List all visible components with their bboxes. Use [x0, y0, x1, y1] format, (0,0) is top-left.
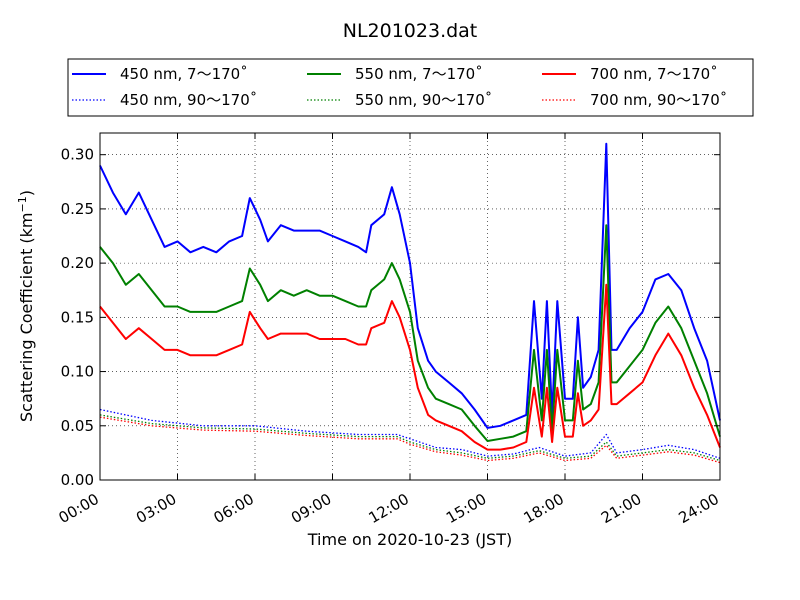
series-line [99, 142, 721, 429]
series-line [99, 408, 721, 459]
x-tick-label: 00:00 [56, 490, 102, 527]
chart-title: NL201023.dat [343, 20, 478, 42]
x-tick-label: 12:00 [366, 490, 412, 527]
x-tick-label: 24:00 [676, 490, 722, 527]
y-tick-label: 0.30 [61, 146, 94, 164]
series-line [99, 283, 721, 451]
x-axis-label: Time on 2020-10-23 (JST) [307, 530, 512, 549]
y-axis-label-exponent: −1 [16, 196, 29, 212]
y-axis-label-main: Scattering Coefficient (km [17, 212, 36, 422]
x-tick-label: 21:00 [598, 490, 644, 527]
legend-label: 450 nm, 90～170˚ [120, 91, 257, 109]
x-tick-label: 09:00 [288, 490, 334, 527]
y-tick-label: 0.05 [61, 417, 94, 435]
y-tick-label: 0.25 [61, 200, 94, 218]
plot-background [100, 133, 720, 480]
y-tick-label: 0.00 [61, 471, 94, 489]
legend: 450 nm, 7～170˚ 450 nm, 90～170˚ 550 nm, 7～1… [67, 58, 754, 117]
y-tick-label: 0.20 [61, 254, 94, 272]
x-tick-label: 03:00 [133, 490, 179, 527]
y-axis-label: Scattering Coefficient (km−1) [16, 190, 37, 422]
legend-label: 550 nm, 7～170˚ [355, 65, 483, 83]
plot-area: 00:00 03:00 06:00 09:00 12:00 15:00 18:00 21:00… [56, 132, 722, 527]
series-line [99, 224, 721, 442]
legend-label: 450 nm, 7～170˚ [120, 65, 248, 83]
y-axis-label-close: ) [17, 190, 36, 196]
x-tick-label: 15:00 [443, 490, 489, 527]
legend-label: 700 nm, 90～170˚ [590, 91, 727, 109]
legend-frame [67, 58, 754, 117]
y-tick-label: 0.15 [61, 308, 94, 326]
y-tick-label: 0.10 [61, 363, 94, 381]
legend-label: 700 nm, 7～170˚ [590, 65, 718, 83]
x-tick-label: 06:00 [211, 490, 257, 527]
series-group [99, 142, 721, 464]
legend-label: 550 nm, 90～170˚ [355, 91, 492, 109]
x-tick-label: 18:00 [521, 490, 567, 527]
